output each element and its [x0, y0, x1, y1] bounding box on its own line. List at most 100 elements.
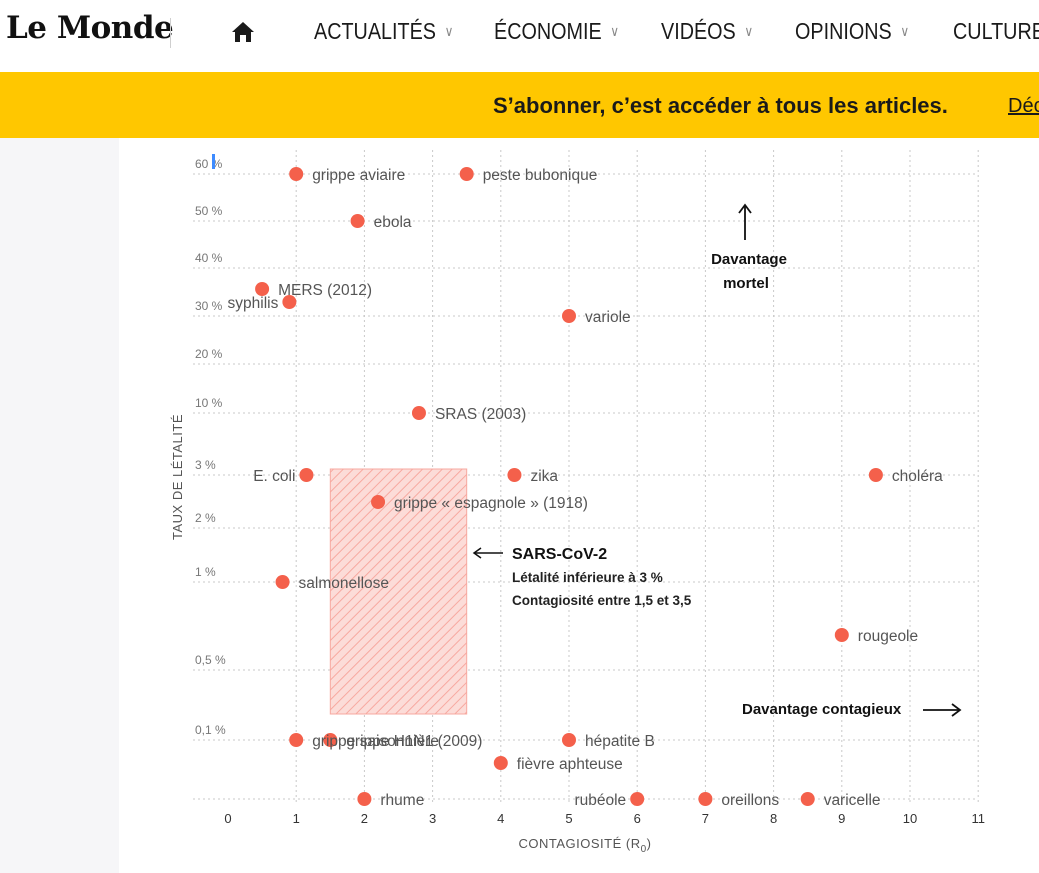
more-deadly-label-2: mortel — [723, 275, 769, 292]
y-axis-ticks: 60 % 50 % 40 % 30 % 20 % 10 % 3 % 2 % 1 % 0,5 % 0,… — [195, 157, 226, 737]
site-logo[interactable]: Le Monde — [6, 10, 174, 46]
data-point — [493, 756, 508, 770]
data-point-label: peste bubonique — [483, 167, 598, 184]
sars-cov-2-zone — [329, 468, 468, 715]
y-tick-label: 1 % — [195, 565, 216, 579]
chevron-down-icon: ∨ — [444, 23, 454, 39]
data-point-label: rubéole — [574, 792, 626, 809]
data-point-label: grippe « espagnole » (1918) — [394, 495, 588, 512]
nav-label: OPINIONS — [795, 18, 892, 44]
nav-item-actualites[interactable]: ACTUALITÉS ∨ — [314, 18, 453, 45]
data-point-label: SRAS (2003) — [435, 406, 526, 423]
data-point-label: rhume — [380, 792, 424, 809]
nav-label: CULTURE — [953, 18, 1039, 44]
top-navigation: Le Monde ACTUALITÉS ∨ ÉCONOMIE ∨ VIDÉOS ∨ O… — [0, 0, 1039, 73]
y-tick-label: 3 % — [195, 458, 216, 472]
x-tick-label: 3 — [429, 811, 436, 826]
data-point-label: grippe H1N1 (2009) — [346, 733, 482, 750]
data-points: grippe aviaire peste bubonique ebola MERS (… — [228, 167, 943, 809]
data-point — [275, 575, 290, 589]
arrow-right-head — [951, 703, 962, 717]
data-point-label: MERS (2012) — [278, 282, 372, 299]
subscribe-banner: S’abonner, c’est accéder à tous les arti… — [0, 72, 1039, 138]
nav-item-opinions[interactable]: OPINIONS ∨ — [795, 18, 909, 45]
nav-item-videos[interactable]: VIDÉOS ∨ — [661, 18, 753, 45]
sars-line-2: Contagiosité entre 1,5 et 3,5 — [512, 593, 692, 608]
left-margin-panel — [0, 138, 119, 873]
y-tick-label: 2 % — [195, 511, 216, 525]
x-tick-label: 6 — [634, 811, 641, 826]
chevron-down-icon: ∨ — [900, 23, 910, 39]
x-tick-label: 9 — [838, 811, 845, 826]
x-tick-label: 1 — [293, 811, 300, 826]
data-point-label: zika — [530, 468, 558, 485]
nav-label: ACTUALITÉS — [314, 18, 437, 44]
data-point — [698, 792, 713, 806]
data-point — [507, 468, 522, 482]
data-point — [255, 282, 270, 296]
y-axis-title: TAUX DE LÉTALITÉ — [170, 414, 185, 540]
x-tick-label: 11 — [971, 811, 985, 826]
x-tick-label: 2 — [361, 811, 368, 826]
data-point — [411, 406, 426, 420]
x-tick-label: 5 — [565, 811, 572, 826]
y-tick-label: 50 % — [195, 204, 223, 218]
data-point-label: oreillons — [721, 792, 779, 809]
y-tick-label: 0,1 % — [195, 723, 226, 737]
data-point — [562, 733, 576, 747]
y-axis-marker — [212, 154, 215, 169]
data-point-label: ebola — [374, 214, 412, 231]
data-point — [371, 495, 386, 509]
data-point — [357, 792, 372, 806]
data-point — [289, 167, 304, 181]
x-tick-label: 7 — [702, 811, 709, 826]
data-point-label: syphilis — [228, 295, 279, 312]
sars-line-1: Létalité inférieure à 3 % — [512, 570, 663, 585]
data-point-label: rougeole — [858, 628, 918, 645]
data-point-label: choléra — [892, 468, 943, 485]
x-tick-label: 10 — [903, 811, 917, 826]
x-axis-title: CONTAGIOSITÉ (R0) — [518, 836, 651, 855]
data-point — [350, 214, 365, 228]
subscribe-text: S’abonner, c’est accéder à tous les arti… — [493, 93, 948, 118]
data-point — [630, 792, 645, 806]
data-point — [299, 468, 314, 482]
y-tick-label: 30 % — [195, 299, 223, 313]
data-point — [289, 733, 304, 747]
data-point-label: hépatite B — [585, 733, 655, 750]
logo-separator — [170, 18, 171, 48]
y-tick-label: 0,5 % — [195, 653, 226, 667]
chevron-down-icon: ∨ — [610, 23, 620, 39]
home-icon[interactable] — [230, 20, 256, 44]
y-tick-label: 20 % — [195, 347, 223, 361]
x-tick-label: 8 — [770, 811, 777, 826]
sars-title: SARS-CoV-2 — [512, 546, 607, 563]
arrow-up-head — [738, 203, 752, 214]
nav-label: VIDÉOS — [661, 18, 736, 44]
more-contagious-label: Davantage contagieux — [742, 701, 902, 718]
x-axis-ticks: 0 1 2 3 4 5 6 7 8 9 10 11 — [224, 811, 985, 826]
x-tick-label: 0 — [224, 811, 231, 826]
data-point-label: salmonellose — [299, 575, 389, 592]
more-deadly-label-1: Davantage — [711, 251, 787, 268]
data-point-label: varicelle — [824, 792, 881, 809]
data-point — [868, 468, 883, 482]
nav-item-economie[interactable]: ÉCONOMIE ∨ — [494, 18, 619, 45]
chevron-down-icon: ∨ — [744, 23, 754, 39]
data-point — [459, 167, 474, 181]
y-tick-label: 60 % — [195, 157, 223, 171]
data-point-label: grippe aviaire — [312, 167, 405, 184]
x-tick-label: 4 — [497, 811, 504, 826]
data-point — [562, 309, 576, 323]
y-tick-label: 40 % — [195, 251, 223, 265]
subscribe-link[interactable]: Déc — [1008, 95, 1039, 117]
data-point — [282, 295, 297, 309]
data-point — [323, 733, 338, 747]
data-point-label: grippe saisonnière — [312, 733, 439, 750]
nav-item-culture[interactable]: CULTURE — [953, 18, 1039, 45]
data-point — [834, 628, 849, 642]
arrow-left-head — [472, 547, 482, 559]
data-point-label: fièvre aphteuse — [517, 756, 623, 773]
data-point-label: E. coli — [253, 468, 295, 485]
